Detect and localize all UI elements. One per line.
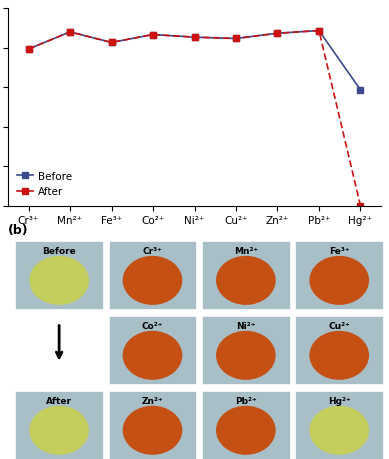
- FancyBboxPatch shape: [202, 241, 290, 309]
- Text: Cu²⁺: Cu²⁺: [328, 322, 350, 330]
- FancyBboxPatch shape: [202, 316, 290, 384]
- Legend: Before, After: Before, After: [13, 168, 76, 201]
- Text: Cr³⁺: Cr³⁺: [143, 247, 162, 256]
- FancyBboxPatch shape: [109, 316, 196, 384]
- FancyBboxPatch shape: [202, 391, 290, 459]
- Text: Co²⁺: Co²⁺: [142, 322, 163, 330]
- Ellipse shape: [29, 406, 89, 455]
- FancyBboxPatch shape: [295, 316, 383, 384]
- Ellipse shape: [309, 256, 369, 305]
- Text: Ni²⁺: Ni²⁺: [236, 322, 256, 330]
- Text: Before: Before: [42, 247, 76, 256]
- FancyBboxPatch shape: [109, 241, 196, 309]
- Text: After: After: [46, 396, 72, 405]
- Ellipse shape: [216, 256, 276, 305]
- Text: Fe³⁺: Fe³⁺: [329, 247, 349, 256]
- Ellipse shape: [216, 406, 276, 455]
- Text: (b): (b): [8, 223, 28, 236]
- Text: Zn²⁺: Zn²⁺: [142, 396, 163, 405]
- FancyBboxPatch shape: [109, 391, 196, 459]
- Ellipse shape: [123, 256, 182, 305]
- Ellipse shape: [123, 331, 182, 380]
- Text: Pb²⁺: Pb²⁺: [235, 396, 257, 405]
- FancyBboxPatch shape: [295, 241, 383, 309]
- FancyBboxPatch shape: [295, 391, 383, 459]
- FancyBboxPatch shape: [15, 241, 103, 309]
- Text: Mn²⁺: Mn²⁺: [234, 247, 258, 256]
- FancyBboxPatch shape: [15, 391, 103, 459]
- Ellipse shape: [216, 331, 276, 380]
- Ellipse shape: [123, 406, 182, 455]
- Text: Hg²⁺: Hg²⁺: [328, 396, 350, 405]
- Ellipse shape: [309, 331, 369, 380]
- Ellipse shape: [309, 406, 369, 455]
- Ellipse shape: [29, 256, 89, 305]
